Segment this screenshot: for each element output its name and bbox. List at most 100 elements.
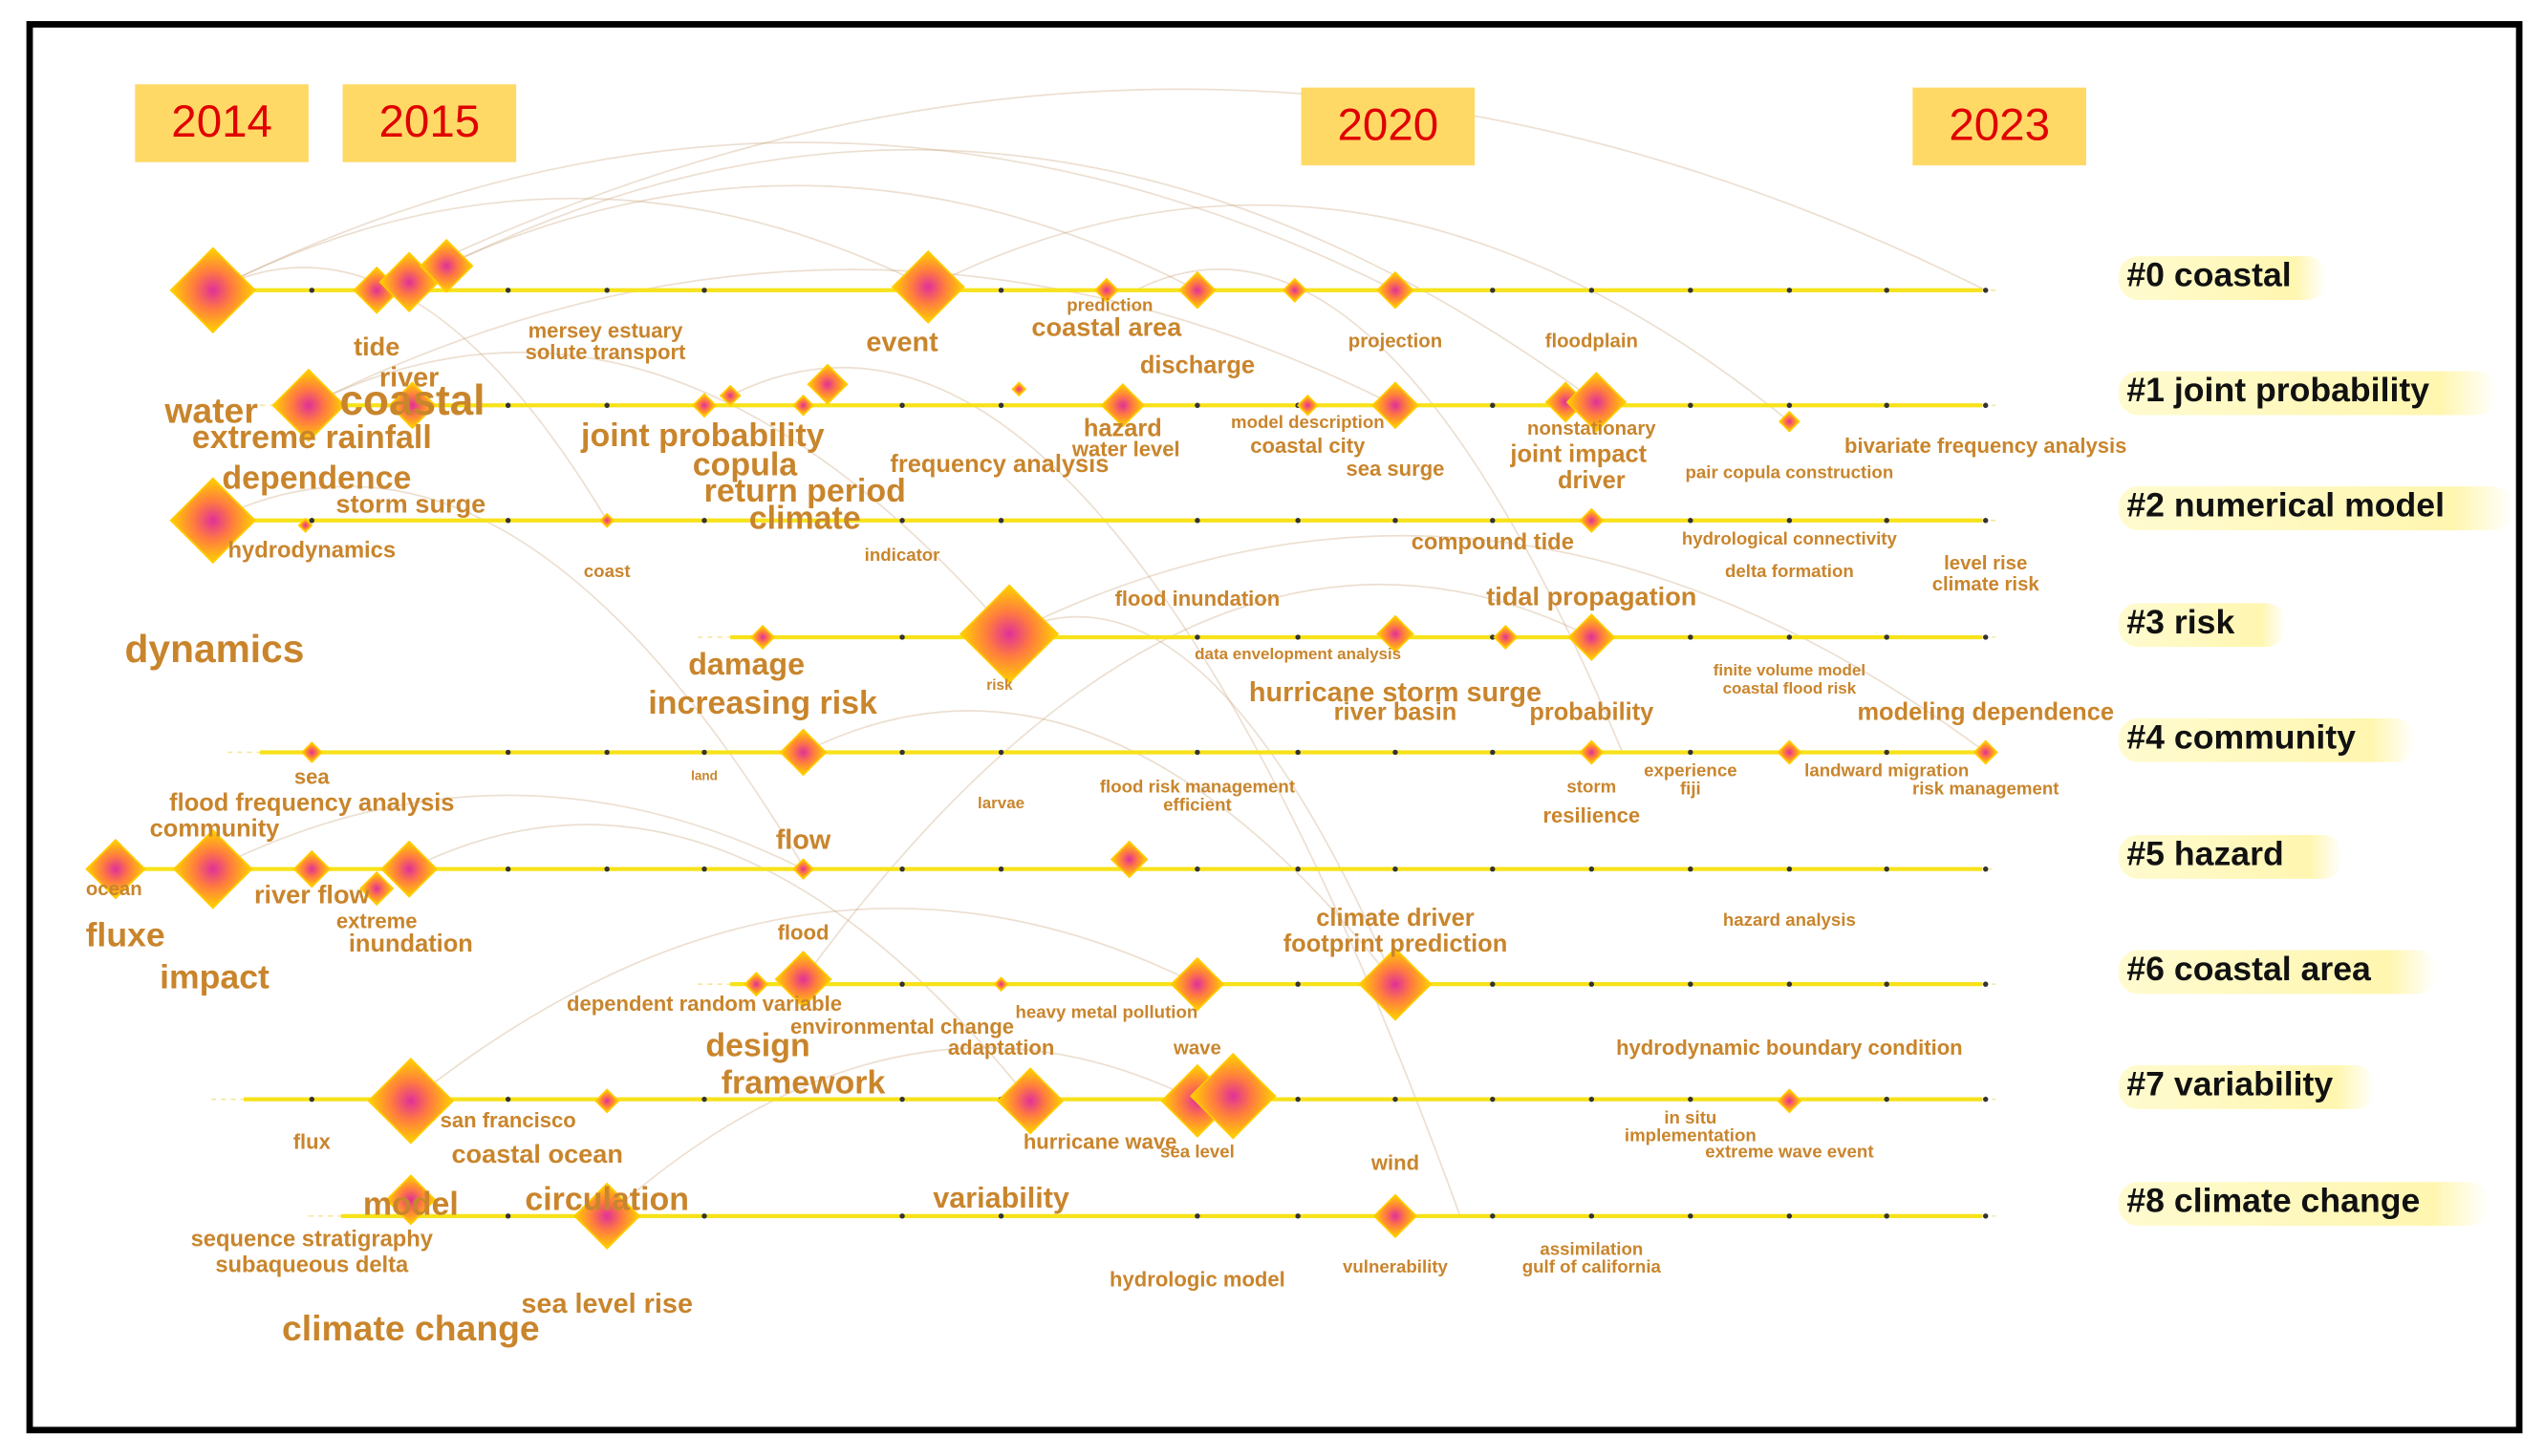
node bbox=[359, 870, 395, 907]
dot bbox=[899, 518, 905, 524]
keyword: fiji bbox=[1680, 778, 1701, 798]
dot bbox=[701, 518, 707, 524]
keyword: in situ bbox=[1664, 1107, 1716, 1127]
dot bbox=[505, 749, 511, 756]
keyword: inundation bbox=[349, 931, 473, 957]
dot bbox=[604, 866, 610, 872]
link-arc bbox=[212, 197, 929, 291]
keyword: coastal area bbox=[1031, 312, 1182, 342]
keyword: wind bbox=[1370, 1150, 1419, 1174]
cluster-highlight bbox=[2118, 835, 2343, 879]
dot bbox=[505, 402, 511, 408]
cluster-label: #4 community bbox=[2126, 717, 2356, 756]
dot bbox=[505, 1213, 511, 1219]
dot bbox=[1490, 1096, 1496, 1103]
dot bbox=[1295, 749, 1301, 756]
keyword: flood risk management bbox=[1100, 777, 1295, 797]
link-arc bbox=[376, 88, 1987, 291]
keyword: adaptation bbox=[948, 1036, 1054, 1060]
dot bbox=[1786, 981, 1793, 987]
node bbox=[744, 972, 769, 997]
dot bbox=[701, 1213, 707, 1219]
dot bbox=[1295, 634, 1301, 640]
keyword: hurricane wave bbox=[1024, 1129, 1177, 1153]
keyword: frequency analysis bbox=[890, 451, 1109, 478]
keyword: climate risk bbox=[1932, 574, 2040, 595]
keyword: compound tide bbox=[1412, 529, 1574, 555]
dot bbox=[1490, 1213, 1496, 1219]
keyword: coast bbox=[584, 561, 631, 581]
node bbox=[1376, 270, 1414, 310]
dot bbox=[1884, 518, 1889, 524]
dot bbox=[1295, 866, 1301, 872]
dot bbox=[1490, 518, 1496, 524]
node bbox=[573, 1182, 641, 1250]
dot bbox=[309, 518, 315, 524]
keyword: footprint prediction bbox=[1283, 931, 1508, 957]
cluster-label: #7 variability bbox=[2126, 1064, 2333, 1103]
keyword: hazard analysis bbox=[1723, 910, 1856, 930]
keyword: hydrodynamic boundary condition bbox=[1616, 1036, 1963, 1060]
node bbox=[1011, 381, 1027, 397]
dot bbox=[899, 749, 905, 756]
keyword: framework bbox=[722, 1064, 886, 1101]
dot bbox=[1588, 866, 1595, 872]
keyword: land bbox=[691, 768, 718, 782]
keyword: tidal propagation bbox=[1486, 581, 1696, 610]
cluster-label: #6 coastal area bbox=[2126, 950, 2372, 988]
cluster-highlight bbox=[2118, 717, 2416, 762]
dot bbox=[1688, 634, 1693, 640]
keyword: landward migration bbox=[1804, 760, 1969, 781]
dot bbox=[1295, 1213, 1301, 1219]
link-arc bbox=[803, 710, 1396, 985]
dot bbox=[1983, 1096, 1989, 1103]
node bbox=[891, 249, 965, 324]
dot bbox=[998, 402, 1004, 408]
keyword: joint impact bbox=[1509, 441, 1647, 468]
dot bbox=[1884, 1213, 1889, 1219]
node bbox=[792, 394, 814, 417]
node bbox=[1100, 383, 1146, 428]
keyword: flux bbox=[293, 1129, 332, 1153]
node bbox=[959, 584, 1060, 684]
year-label: 2023 bbox=[1949, 100, 2050, 151]
cluster-label: #5 hazard bbox=[2126, 834, 2283, 872]
keyword: delta formation bbox=[1725, 561, 1854, 581]
dot bbox=[604, 402, 610, 408]
keyword: wave bbox=[1173, 1038, 1221, 1059]
keyword: pair copula construction bbox=[1686, 461, 1894, 482]
year-label: 2015 bbox=[379, 96, 481, 147]
dot bbox=[1195, 1213, 1200, 1219]
dot bbox=[505, 866, 511, 872]
keyword: larvae bbox=[978, 794, 1024, 812]
node bbox=[292, 849, 332, 889]
keyword: climate bbox=[749, 501, 861, 537]
link-arc bbox=[212, 141, 1396, 291]
dot bbox=[1490, 288, 1496, 293]
keyword: driver bbox=[1558, 467, 1626, 494]
dot bbox=[1688, 749, 1693, 756]
cluster-highlight bbox=[2118, 603, 2286, 648]
keyword: water level bbox=[1071, 438, 1180, 461]
keyword: tide bbox=[354, 332, 399, 361]
dot bbox=[1688, 1213, 1693, 1219]
dot bbox=[1884, 288, 1889, 293]
keyword: resilience bbox=[1542, 803, 1640, 827]
keyword: storm bbox=[1566, 777, 1616, 797]
dot bbox=[1786, 866, 1793, 872]
node bbox=[1565, 372, 1628, 433]
keyword: joint probability bbox=[580, 418, 825, 454]
dot bbox=[1195, 402, 1200, 408]
dot bbox=[1588, 981, 1595, 987]
keyword: storm surge bbox=[335, 489, 485, 519]
node bbox=[993, 976, 1009, 993]
node bbox=[774, 951, 832, 1009]
keyword: impact bbox=[160, 957, 269, 996]
node bbox=[1778, 410, 1800, 433]
keyword: san francisco bbox=[441, 1108, 576, 1132]
dot bbox=[309, 288, 315, 293]
dot bbox=[1490, 634, 1496, 640]
dot bbox=[309, 1096, 315, 1103]
